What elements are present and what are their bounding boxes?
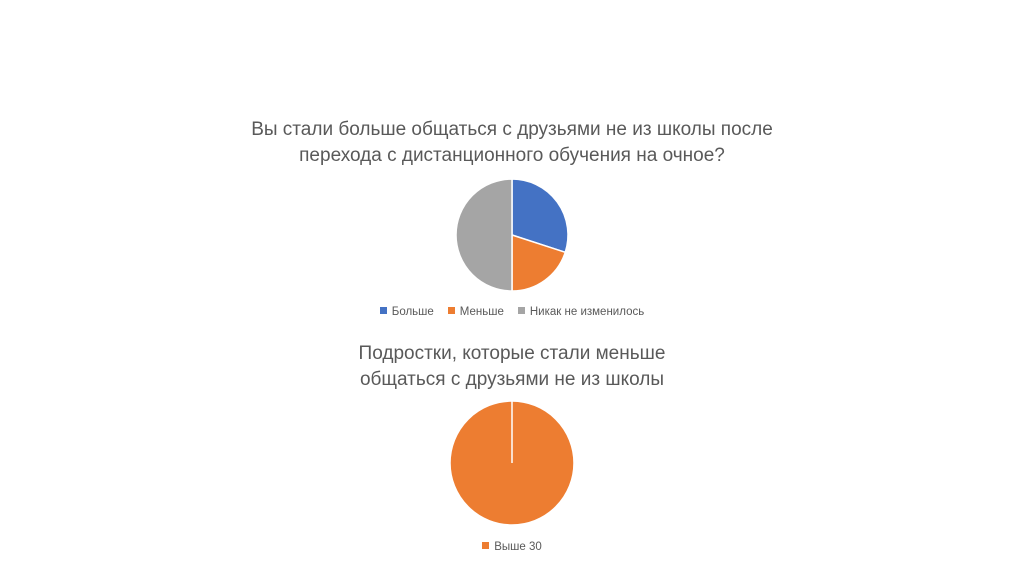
chart-title-line1: Вы стали больше общаться с друзьями не и… — [251, 119, 773, 140]
pie-plot — [455, 178, 569, 292]
pie-slice-3 — [455, 178, 513, 292]
legend-swatch — [482, 542, 490, 550]
chart-title-line2: общаться с друзьями не из школы — [359, 369, 665, 390]
legend-label: Больше — [391, 306, 434, 318]
legend-label: Никак не изменилось — [529, 306, 645, 318]
chart-title: Подростки, которые стали меньше общаться… — [0, 341, 1024, 393]
legend-item: Меньше — [447, 306, 504, 318]
pie-slice-1 — [511, 178, 569, 254]
chart-title: Вы стали больше общаться с друзьями не и… — [0, 117, 1024, 169]
legend: Выше 30 — [0, 541, 1024, 553]
pie-chart-friends-change: Вы стали больше общаться с друзьями не и… — [0, 117, 1024, 318]
pie-slice-2 — [511, 233, 567, 292]
chart-title-line1: Подростки, которые стали меньше — [358, 343, 666, 364]
legend-swatch — [379, 307, 387, 315]
legend-item: Выше 30 — [482, 541, 542, 553]
legend-item: Никак не изменилось — [517, 306, 645, 318]
legend-label: Выше 30 — [494, 541, 542, 553]
legend: Больше Меньше Никак не изменилось — [0, 306, 1024, 318]
chart-title-line2: перехода с дистанционного обучения на оч… — [299, 145, 725, 166]
legend-label: Меньше — [459, 306, 504, 318]
legend-swatch — [447, 307, 455, 315]
legend-item: Больше — [379, 306, 434, 318]
legend-swatch — [517, 307, 525, 315]
